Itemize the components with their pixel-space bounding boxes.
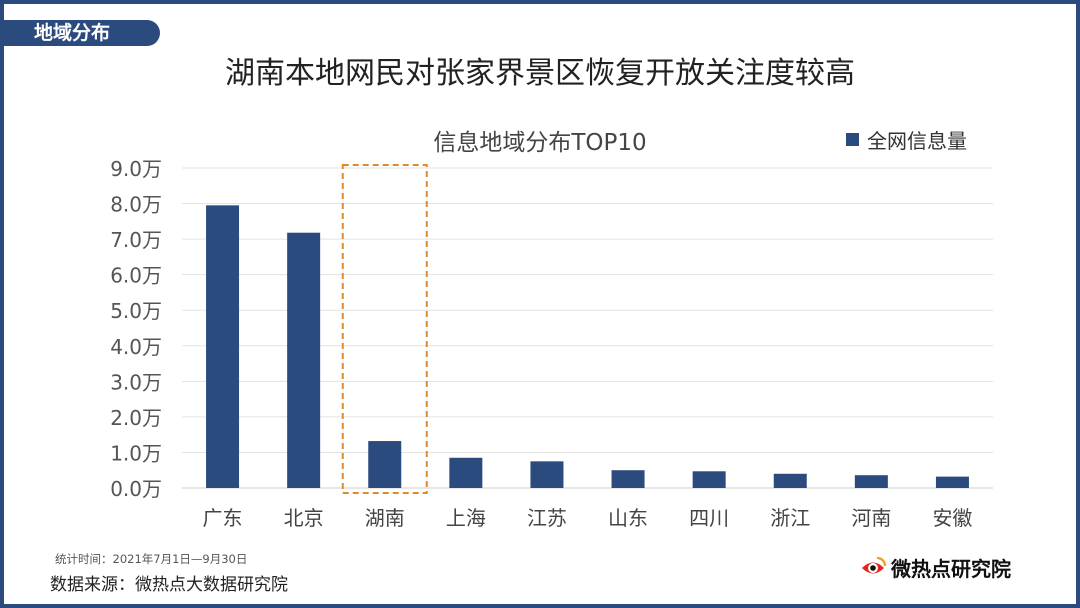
headline: 湖南本地网民对张家界景区恢复开放关注度较高: [225, 56, 855, 91]
y-tick-label: 4.0万: [110, 335, 162, 359]
brand: 微热点研究院: [858, 553, 1011, 582]
x-tick-label: 河南: [851, 506, 891, 530]
bar: [368, 441, 402, 488]
x-tick-label: 浙江: [770, 506, 810, 530]
y-tick-label: 9.0万: [110, 157, 162, 181]
bar: [692, 471, 726, 488]
bar: [206, 205, 240, 489]
chart-title: 信息地域分布TOP10: [433, 130, 646, 156]
legend-label: 全网信息量: [867, 129, 967, 153]
x-tick-label: 广东: [203, 506, 243, 530]
statistics-period-note: 统计时间：2021年7月1日—9月30日: [55, 552, 248, 566]
y-tick-label: 0.0万: [110, 477, 162, 501]
bar: [854, 475, 888, 488]
brand-name: 微热点研究院: [891, 557, 1011, 581]
bar: [530, 461, 564, 488]
bar: [611, 470, 645, 488]
bar: [773, 473, 807, 488]
y-tick-label: 2.0万: [110, 406, 162, 430]
section-tag: 地域分布: [4, 20, 160, 46]
x-tick-label: 上海: [446, 506, 486, 530]
x-tick-label: 湖南: [365, 506, 405, 530]
weibo-eye-logo-icon: [862, 556, 887, 573]
y-tick-label: 5.0万: [110, 299, 162, 323]
y-tick-label: 7.0万: [110, 228, 162, 252]
highlight-box: [341, 164, 428, 494]
bar: [935, 476, 969, 488]
x-tick-label: 四川: [689, 506, 729, 530]
x-tick-label: 北京: [284, 506, 324, 530]
y-tick-label: 1.0万: [110, 441, 162, 465]
x-tick-label: 江苏: [527, 506, 567, 530]
legend-swatch: [846, 133, 859, 146]
bar: [449, 457, 483, 488]
x-tick-label: 安徽: [932, 506, 972, 530]
data-source-note: 数据来源：微热点大数据研究院: [50, 575, 288, 595]
y-tick-label: 3.0万: [110, 370, 162, 394]
bar: [287, 232, 321, 488]
x-tick-label: 山东: [608, 506, 648, 530]
y-tick-label: 8.0万: [110, 193, 162, 217]
y-tick-label: 6.0万: [110, 264, 162, 288]
